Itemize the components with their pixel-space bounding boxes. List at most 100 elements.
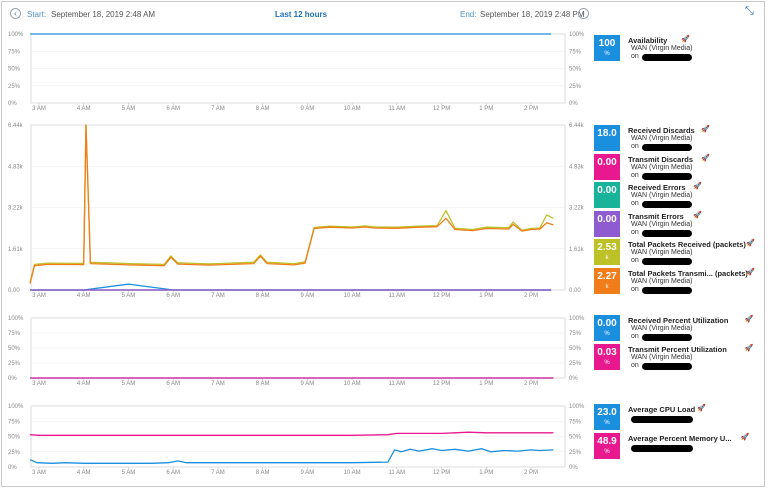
- metric-value-tile[interactable]: 23.0%: [594, 404, 620, 430]
- metric-name[interactable]: Received Discards: [628, 126, 695, 135]
- chevron-left-icon[interactable]: ‹: [10, 8, 21, 19]
- x-tick-label: 12 PM: [433, 106, 450, 112]
- redacted-node-name: [642, 258, 692, 265]
- metric-name[interactable]: Received Errors: [628, 183, 686, 192]
- y-tick-right: 50%: [569, 67, 582, 73]
- metric-name[interactable]: Total Packets Received (packets): [628, 240, 746, 249]
- x-tick-label: 12 PM: [433, 293, 450, 299]
- y-tick-right: 100%: [569, 404, 585, 410]
- series-line: [30, 283, 552, 291]
- metric-value-tile[interactable]: 0.00: [594, 182, 620, 208]
- rocket-icon[interactable]: 🚀: [740, 433, 750, 441]
- x-tick-label: 1 PM: [479, 106, 493, 112]
- x-tick-label: 3 AM: [32, 381, 46, 387]
- metric-value: 100: [598, 38, 616, 49]
- metric-on-label: on: [631, 143, 639, 150]
- metric-on-label: on: [631, 285, 639, 293]
- metric-interface: WAN (Virgin Media): [631, 353, 693, 361]
- redacted-node-name: [642, 229, 692, 237]
- rocket-icon[interactable]: 🚀: [693, 183, 702, 190]
- x-tick-label: 11 AM: [389, 106, 406, 112]
- y-tick-left: 100%: [8, 32, 24, 38]
- rocket-icon[interactable]: 🚀: [744, 344, 754, 352]
- y-tick-left: 3.22k: [8, 206, 24, 212]
- metric-name[interactable]: Transmit Percent Utilization: [628, 344, 727, 354]
- x-tick-label: 7 AM: [211, 381, 225, 387]
- metric-name[interactable]: Availability: [628, 36, 668, 45]
- rocket-icon[interactable]: 🚀: [681, 36, 691, 43]
- rocket-icon[interactable]: 🚀: [701, 126, 710, 133]
- end-date[interactable]: September 18, 2019 2:48 PM: [480, 10, 585, 19]
- y-tick-left: 0%: [8, 101, 17, 107]
- metric-interface: WAN (Virgin Media): [631, 220, 693, 228]
- rocket-icon[interactable]: 🚀: [746, 268, 755, 276]
- x-tick-label: 10 AM: [344, 106, 361, 112]
- range-title[interactable]: Last 12 hours: [275, 10, 328, 19]
- rocket-icon[interactable]: 🚀: [701, 154, 710, 162]
- y-tick-right: 75%: [569, 49, 582, 55]
- metric-unit: k: [605, 255, 609, 261]
- y-tick-right: 75%: [569, 331, 582, 337]
- metric-unit: k: [605, 283, 609, 290]
- rocket-icon[interactable]: 🚀: [746, 240, 755, 247]
- time-range-bar: ‹ Start: September 18, 2019 2:48 AM Last…: [0, 0, 768, 26]
- metric-value: 23.0: [597, 407, 617, 418]
- y-tick-left: 0%: [8, 465, 17, 471]
- x-tick-label: 2 PM: [524, 293, 538, 299]
- metric-value-tile[interactable]: 0.00%: [594, 315, 620, 341]
- y-tick-right: 25%: [569, 450, 582, 456]
- y-tick-right: 50%: [569, 435, 582, 441]
- series-line: [29, 124, 554, 283]
- end-label: End:: [460, 10, 477, 19]
- metric-value: 0.00: [597, 213, 617, 225]
- series-line: [29, 448, 554, 464]
- x-tick-label: 9 AM: [301, 106, 315, 112]
- y-tick-right: 50%: [569, 346, 582, 352]
- y-tick-left: 6.44k: [8, 123, 24, 129]
- y-tick-right: 3.22k: [569, 206, 585, 212]
- x-tick-label: 6 AM: [166, 293, 180, 299]
- series-line: [29, 124, 554, 284]
- x-tick-label: 4 AM: [77, 381, 91, 387]
- collapse-arrows-icon[interactable]: ⤡: [745, 5, 754, 17]
- y-tick-left: 100%: [8, 404, 24, 410]
- redacted-node-name: [631, 444, 693, 452]
- metric-name[interactable]: Transmit Errors: [628, 211, 684, 221]
- metric-value-tile[interactable]: 0.00: [594, 153, 620, 180]
- metric-value-tile[interactable]: 2.53 k: [594, 239, 620, 265]
- y-tick-left: 0.00: [8, 288, 20, 294]
- x-tick-label: 2 PM: [524, 470, 538, 476]
- start-date[interactable]: September 18, 2019 2:48 AM: [51, 10, 156, 19]
- metric-name[interactable]: Received Percent Utilization: [628, 316, 729, 325]
- rocket-icon[interactable]: 🚀: [693, 211, 702, 219]
- x-tick-label: 3 AM: [32, 106, 46, 112]
- x-tick-label: 7 AM: [211, 293, 225, 299]
- metric-value-tile[interactable]: 100%: [594, 35, 620, 61]
- y-tick-left: 50%: [8, 435, 21, 441]
- x-tick-label: 1 PM: [479, 470, 493, 476]
- metric-value-tile[interactable]: 2.27 k: [594, 267, 620, 294]
- metric-name[interactable]: Transmit Discards: [628, 154, 694, 164]
- metric-on-label: on: [631, 333, 639, 340]
- y-tick-left: 75%: [8, 49, 21, 55]
- rocket-icon[interactable]: 🚀: [697, 405, 706, 412]
- metric-value-tile[interactable]: 0.03%: [594, 343, 620, 370]
- metric-name[interactable]: Average Percent Memory U...: [628, 433, 732, 443]
- metric-on-label: on: [631, 228, 639, 236]
- y-tick-left: 4.83k: [8, 164, 24, 170]
- metric-name[interactable]: Total Packets Transmi... (packets): [628, 268, 748, 278]
- y-tick-right: 0.00: [569, 288, 581, 294]
- metric-value-tile[interactable]: 18.0: [594, 125, 620, 151]
- x-tick-label: 3 AM: [32, 293, 46, 299]
- x-tick-label: 8 AM: [256, 106, 270, 112]
- redacted-node-name: [642, 362, 692, 370]
- chevron-right-icon[interactable]: ›: [578, 8, 589, 19]
- rocket-icon[interactable]: 🚀: [744, 316, 754, 323]
- metric-name[interactable]: Average CPU Load: [628, 405, 696, 414]
- metric-value-tile[interactable]: 48.9%: [594, 432, 620, 459]
- x-tick-label: 6 AM: [166, 381, 180, 387]
- x-tick-label: 8 AM: [256, 470, 270, 476]
- redacted-node-name: [642, 286, 692, 294]
- metric-value-tile[interactable]: 0.00: [594, 210, 620, 237]
